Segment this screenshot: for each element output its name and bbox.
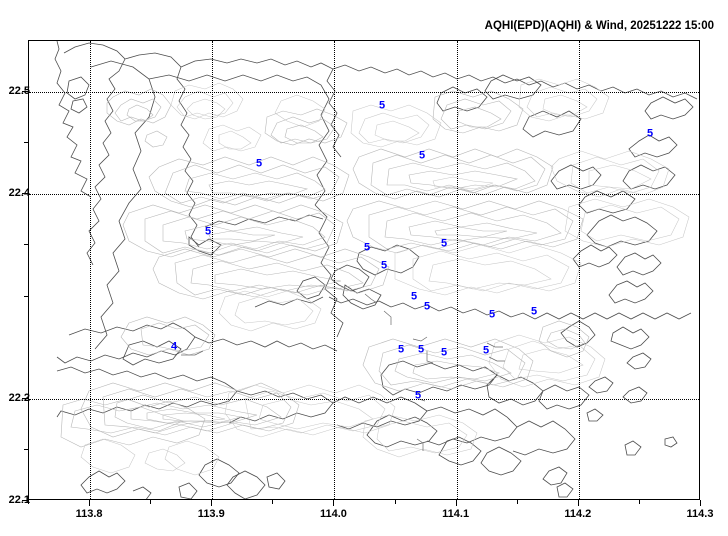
x-axis-tick-minor: [28, 500, 29, 504]
station-leader-lines: [181, 293, 505, 451]
x-axis-tick: [333, 500, 335, 506]
x-axis-label: 114.3: [686, 508, 714, 520]
page-title: AQHI(EPD)(AQHI) & Wind, 20251222 15:00: [484, 20, 714, 32]
y-axis-tick: [22, 397, 28, 399]
x-axis-tick: [700, 500, 701, 506]
x-axis-label: 114.2: [564, 508, 592, 520]
y-axis-label: 22.1: [8, 494, 30, 506]
y-axis-label: 22.5: [8, 85, 30, 98]
x-axis-tick-minor: [150, 500, 152, 504]
y-axis-label: 22.2: [8, 391, 30, 404]
x-axis-tick: [455, 500, 457, 506]
y-axis-tick-minor: [24, 142, 28, 144]
map-geography-layer: [54, 41, 698, 499]
x-axis-tick-minor: [638, 500, 640, 504]
y-axis-tick: [22, 91, 28, 93]
x-axis-label: 113.9: [197, 508, 225, 520]
y-axis-tick: [22, 500, 28, 501]
x-axis-tick: [211, 500, 213, 506]
x-axis-tick: [89, 500, 91, 506]
y-axis-tick: [22, 193, 28, 195]
x-axis-label: 113.8: [75, 508, 103, 520]
x-axis-label: 114.0: [319, 508, 347, 520]
y-axis-tick-minor: [24, 448, 28, 450]
coastline-group: [54, 41, 698, 499]
y-axis-tick-minor: [24, 244, 28, 246]
y-axis-label: 22.4: [8, 187, 30, 200]
contour-group: [60, 78, 690, 476]
x-axis-tick: [577, 500, 579, 506]
x-axis-tick-minor: [394, 500, 396, 504]
y-axis-tick-minor: [24, 295, 28, 297]
x-axis-tick-minor: [516, 500, 518, 504]
x-axis-tick-minor: [272, 500, 274, 504]
x-axis-label: 114.1: [442, 508, 470, 520]
